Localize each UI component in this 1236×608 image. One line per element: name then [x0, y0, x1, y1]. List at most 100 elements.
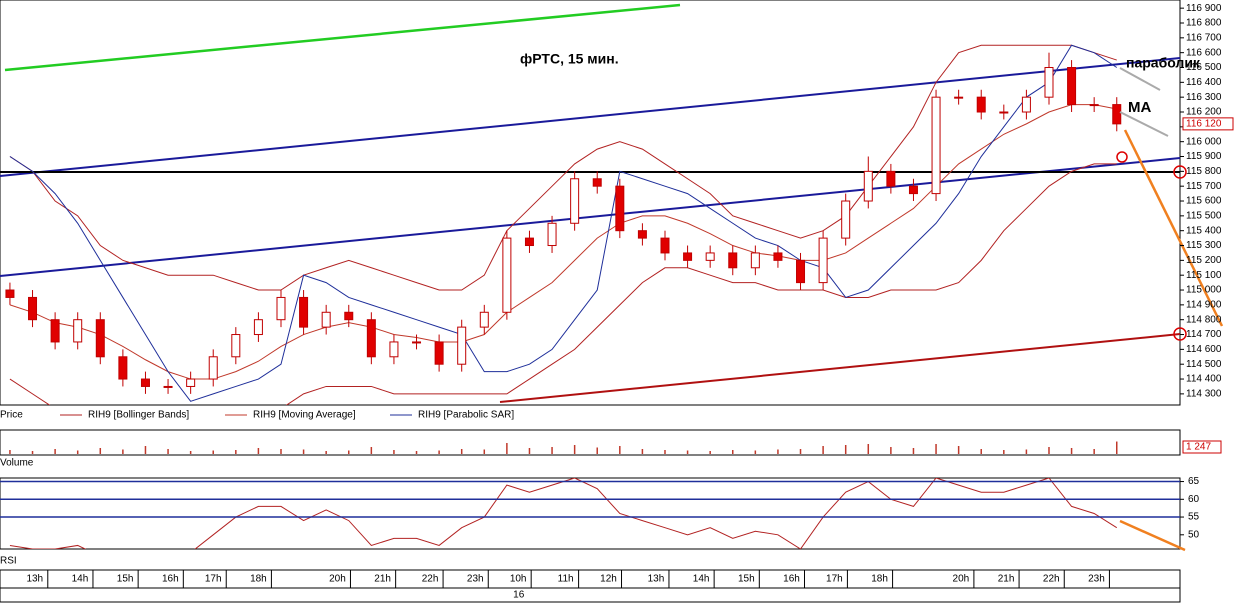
last-price-box: [1182, 117, 1234, 131]
x-tick-label: 15h: [738, 574, 755, 585]
support-line: [499, 333, 1180, 403]
y-tick-label: 114 800: [1186, 314, 1222, 325]
candle-body: [570, 178, 580, 224]
y-tick-label: 114 400: [1186, 374, 1222, 385]
candle-body: [637, 230, 647, 239]
candle-body: [908, 185, 918, 195]
y-tick-label: 115 500: [1186, 210, 1222, 221]
x-tick-label: 22h: [422, 574, 439, 585]
x-tick-label: 20h: [329, 574, 346, 585]
candle-body: [366, 319, 376, 358]
y-tick-label: 116 800: [1186, 18, 1222, 29]
x-tick-label: 17h: [826, 574, 843, 585]
candle-body: [931, 96, 941, 195]
day-label: 16: [513, 590, 525, 601]
y-tick-label: 116 300: [1186, 92, 1222, 103]
y-tick-label: 116 000: [1186, 136, 1222, 147]
x-tick-label: 21h: [374, 574, 391, 585]
candle-body: [502, 237, 512, 313]
candle-body: [1112, 104, 1122, 125]
y-tick-label: 116 200: [1186, 107, 1222, 118]
y-tick-label: 115 600: [1186, 196, 1222, 207]
x-tick-label: 18h: [250, 574, 267, 585]
y-tick-label: 114 500: [1186, 359, 1222, 370]
candle-body: [457, 326, 467, 365]
candle-body: [750, 252, 760, 269]
candle-body: [796, 259, 806, 284]
candle-body: [1021, 96, 1031, 113]
indicator-line: [9, 44, 1118, 402]
x-tick-label: 15h: [117, 574, 134, 585]
arrow: [1119, 111, 1169, 137]
candle-body: [389, 341, 399, 358]
candle-body: [954, 96, 964, 99]
y-tick-label: 65: [1188, 476, 1200, 487]
x-tick-label: 22h: [1043, 574, 1060, 585]
forecast-arrow: [1123, 129, 1224, 327]
x-tick-label: 20h: [953, 574, 970, 585]
annotation: MA: [1128, 99, 1151, 116]
x-tick-label: 11h: [558, 574, 574, 585]
candle-body: [163, 385, 173, 388]
candle-body: [592, 178, 602, 187]
x-tick-label: 13h: [26, 574, 43, 585]
y-tick-label: 115 300: [1186, 240, 1222, 251]
price-panel: [0, 0, 1181, 406]
candle-body: [231, 334, 241, 358]
x-tick-label: 14h: [72, 574, 89, 585]
indicator-line: [9, 104, 1117, 380]
x-tick-label: 17h: [205, 574, 222, 585]
y-tick-label: 114 600: [1186, 344, 1222, 355]
rsi-line: [9, 478, 1118, 549]
panel-label: RSI: [0, 556, 17, 567]
y-tick-label: 115 100: [1186, 270, 1222, 281]
candle-body: [253, 319, 263, 336]
y-tick-label: 116 600: [1186, 47, 1222, 58]
candle-body: [728, 252, 738, 269]
rsi-panel: [0, 477, 1181, 550]
candle-body: [705, 252, 715, 261]
candle-body: [276, 296, 286, 321]
candle-body: [344, 311, 354, 321]
arrow: [1119, 67, 1161, 91]
y-tick-label: 115 000: [1186, 285, 1222, 296]
candle-body: [863, 170, 873, 202]
y-tick-label: 115 200: [1186, 255, 1222, 266]
candle-body: [5, 289, 15, 298]
candle-body: [615, 185, 625, 232]
indicator-line: [9, 44, 1117, 291]
candle-body: [1067, 67, 1077, 106]
y-tick-label: 115 900: [1186, 151, 1222, 162]
y-tick-label: 116 400: [1186, 77, 1222, 88]
indicator-line: [9, 163, 1117, 405]
candle-body: [299, 296, 309, 328]
candle-body: [28, 296, 38, 321]
x-tick-label: 10h: [510, 574, 527, 585]
candle-body: [479, 311, 489, 328]
price-plot: [0, 3, 1180, 405]
forecast-arrow: [1119, 519, 1186, 552]
candle-body: [321, 311, 331, 328]
candle-body: [140, 378, 150, 387]
candle-body: [1089, 104, 1099, 107]
x-tick-label: 23h: [1088, 574, 1105, 585]
y-tick-label: 50: [1188, 529, 1200, 540]
y-tick-label: 114 900: [1186, 300, 1222, 311]
candle-body: [547, 222, 557, 247]
candle-body: [50, 319, 60, 343]
candle-body: [1044, 67, 1054, 98]
marker: [1173, 165, 1187, 179]
legend-label: RIH9 [Parabolic SAR]: [418, 410, 514, 421]
channel-line: [0, 157, 1180, 277]
y-tick-label: 114 700: [1186, 329, 1222, 340]
candle-body: [773, 252, 783, 261]
candle-body: [818, 237, 828, 284]
y-tick-label: 115 700: [1186, 181, 1222, 192]
candle-body: [886, 170, 896, 187]
marker: [1173, 327, 1187, 341]
rsi-plot: [9, 478, 1118, 549]
candle-body: [660, 237, 670, 254]
x-tick-label: 13h: [648, 574, 665, 585]
x-tick-label: 23h: [467, 574, 484, 585]
